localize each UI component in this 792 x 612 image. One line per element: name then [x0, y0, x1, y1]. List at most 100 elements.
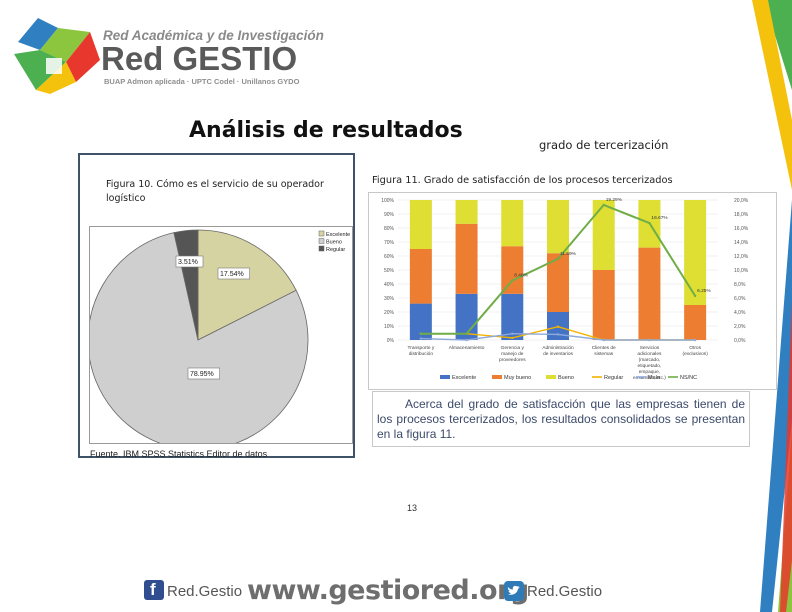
facebook-icon[interactable]: f [144, 580, 164, 600]
pie-slice-excelente [197, 229, 297, 341]
stacked-bar-chart: 0% 10% 20% 30% 40% 50% 60% 70% 80% 90% 100% 0,0% 2,0… [381, 197, 749, 381]
bar-bueno [547, 200, 569, 254]
right-tick-label: 12,0% [734, 254, 749, 260]
category-label: Clientes de [592, 345, 616, 351]
facebook-label[interactable]: Red.Gestio [167, 583, 243, 600]
line-point [648, 221, 651, 225]
line-data-label: 8.48% [514, 273, 528, 279]
pie-label: 78.95% [190, 371, 214, 378]
bar-bueno [684, 200, 707, 305]
bar-excelente [501, 293, 524, 340]
line-data-label: 6.25% [697, 288, 711, 294]
pie-legend-swatch [318, 245, 325, 252]
left-tick-label: 50% [384, 268, 395, 274]
category-label: distribución [409, 351, 434, 357]
category-label: ensamble, etc.) [633, 375, 666, 381]
left-tick-label: 0% [387, 338, 395, 344]
line-point [693, 294, 697, 298]
legend-swatch [440, 375, 450, 379]
category-label: empaque, [639, 370, 660, 375]
bar-muy-bueno [592, 270, 615, 340]
page-number: 13 [407, 503, 418, 513]
pie-label-box [175, 255, 204, 268]
legend-label: Excelente [452, 375, 476, 381]
figure10-source: Fuente. IBM SPSS Statistics Editor de da… [90, 449, 268, 459]
category-label: Otros [689, 345, 701, 351]
left-tick-label: 80% [384, 226, 395, 232]
bar-muy-bueno [638, 247, 661, 340]
left-tick-label: 100% [381, 198, 394, 204]
line-point [419, 337, 423, 340]
category-label: Almacenamiento [449, 345, 485, 351]
line-point [556, 325, 560, 328]
legend-label: Malo [648, 375, 660, 381]
legend-label: Regular [604, 375, 623, 381]
category-label: adicionales [637, 351, 662, 357]
line-data-label: 16.67% [651, 215, 668, 221]
category-label: Servicios [640, 345, 660, 351]
legend-swatch [492, 375, 502, 379]
logo-subtitle: Red Académica y de Investigación [103, 28, 324, 43]
category-label: de inventarios [543, 351, 573, 357]
pie-label: 17.54% [220, 271, 244, 278]
category-label: (marcado, [639, 357, 661, 363]
right-tick-label: 4,0% [734, 310, 746, 316]
category-label: manejo de [501, 351, 524, 357]
pie-label: 3.51% [178, 259, 198, 266]
twitter-label[interactable]: Red.Gestio [527, 583, 603, 600]
legend-swatch [546, 375, 556, 379]
pie-slice-bueno [90, 232, 309, 443]
right-tick-label: 10,0% [734, 268, 749, 274]
bar-muy-bueno [547, 253, 569, 312]
line-point [648, 338, 651, 342]
pie-label-box [217, 267, 250, 280]
red-gestio-logo [14, 18, 100, 94]
category-label: (exclusivos) [682, 351, 708, 357]
right-tick-label: 18,0% [734, 212, 749, 218]
pie-legend-label: Bueno [326, 240, 342, 246]
figure10-caption: Figura 10. Cómo es el servicio de su ope… [106, 179, 324, 204]
left-tick-label: 90% [384, 212, 395, 218]
left-tick-label: 40% [384, 282, 395, 288]
pie-legend-swatch [318, 238, 325, 244]
website-url[interactable]: www.gestiored.org [247, 575, 529, 606]
right-tick-label: 14,0% [734, 240, 749, 246]
bar-excelente [409, 303, 432, 340]
category-label: etiquetado, [638, 363, 662, 369]
category-label: Transporte y [407, 345, 434, 351]
category-label: Gerencia y [501, 345, 525, 351]
line-point [511, 279, 514, 282]
logo-caption: BUAP Admon aplicada · UPTC Codel · Unill… [104, 77, 300, 86]
category-label: proveedores [499, 357, 526, 363]
pie-legend-swatch [318, 230, 325, 237]
left-tick-label: 10% [384, 324, 395, 330]
right-tick-label: 8,0% [734, 282, 746, 288]
left-tick-label: 60% [384, 254, 395, 260]
line-point [602, 203, 605, 207]
category-label: Administración [542, 345, 574, 351]
slide-subtitle: grado de tercerización [539, 138, 669, 152]
right-tick-label: 6,0% [734, 296, 746, 302]
line-point [556, 333, 560, 336]
pie-legend-label: Regular [326, 247, 345, 253]
paragraph-box [372, 391, 750, 447]
line-point [511, 336, 514, 340]
legend-label: NS/NC [680, 375, 697, 381]
right-tick-label: 0,0% [734, 338, 746, 344]
left-tick-label: 30% [384, 296, 395, 302]
bar-bueno [455, 200, 478, 224]
line-data-label: 11.59% [560, 251, 577, 257]
left-tick-label: 70% [384, 240, 395, 246]
line-point [556, 257, 560, 260]
line-point [419, 332, 423, 335]
logo-name: Red GESTIO [101, 40, 298, 77]
line-point [465, 338, 468, 342]
results-paragraph: Acerca del grado de satisfacción que las… [377, 397, 745, 441]
legend-label: Muy bueno [504, 375, 531, 381]
line-point [693, 338, 697, 342]
twitter-icon[interactable] [504, 581, 524, 601]
slide-title: Análisis de resultados [189, 118, 463, 143]
bar-bueno [409, 200, 432, 249]
right-tick-label: 16,0% [734, 226, 749, 232]
